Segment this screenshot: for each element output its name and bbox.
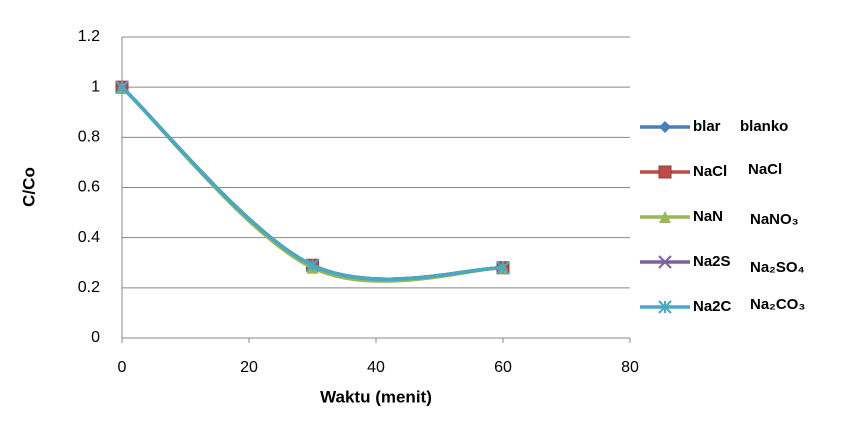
y-tick-label: 0.4	[78, 229, 100, 246]
marker	[658, 300, 672, 314]
marker	[659, 211, 671, 223]
legend-label: NaN	[693, 208, 723, 225]
x-tick-label: 0	[118, 359, 127, 376]
marker	[658, 255, 672, 269]
legend-item: NaCl	[640, 163, 727, 180]
series-line	[120, 85, 504, 281]
annotation: NaCl	[748, 161, 782, 178]
y-tick-label: 1	[91, 78, 100, 95]
legend-label: blar	[693, 118, 721, 135]
annotation: NaNO₃	[750, 211, 799, 228]
x-tick-label: 40	[367, 359, 385, 376]
x-tick-label: 80	[621, 359, 639, 376]
y-axis-title: C/Co	[19, 167, 38, 207]
y-tick-label: 0.8	[78, 129, 100, 146]
series-line	[120, 85, 504, 281]
legend-item: NaN	[640, 208, 723, 225]
marker	[496, 261, 510, 275]
x-tick-label: 60	[494, 359, 512, 376]
x-axis-title: Waktu (menit)	[320, 387, 432, 406]
marker	[659, 121, 671, 133]
series-line	[120, 85, 504, 281]
marker	[115, 80, 129, 94]
marker	[305, 258, 320, 272]
legend-label: Na2C	[693, 298, 732, 315]
y-tick-label: 0.2	[78, 279, 100, 296]
legend-label: Na2S	[693, 253, 731, 270]
marker	[658, 165, 672, 179]
legend-item: Na2C	[640, 298, 732, 315]
y-tick-label: 0.6	[78, 179, 100, 196]
annotation: Na₂CO₃	[750, 296, 805, 313]
series-line	[120, 85, 504, 281]
annotation: Na₂SO₄	[750, 259, 805, 276]
legend-item: Na2S	[640, 253, 731, 270]
x-tick-label: 20	[240, 359, 258, 376]
legend-label: NaCl	[693, 163, 727, 180]
legend-item: blar	[640, 118, 721, 135]
annotation: blanko	[740, 118, 788, 135]
series-line	[120, 85, 504, 283]
y-tick-label: 0	[91, 329, 100, 346]
y-tick-label: 1.2	[78, 28, 100, 45]
